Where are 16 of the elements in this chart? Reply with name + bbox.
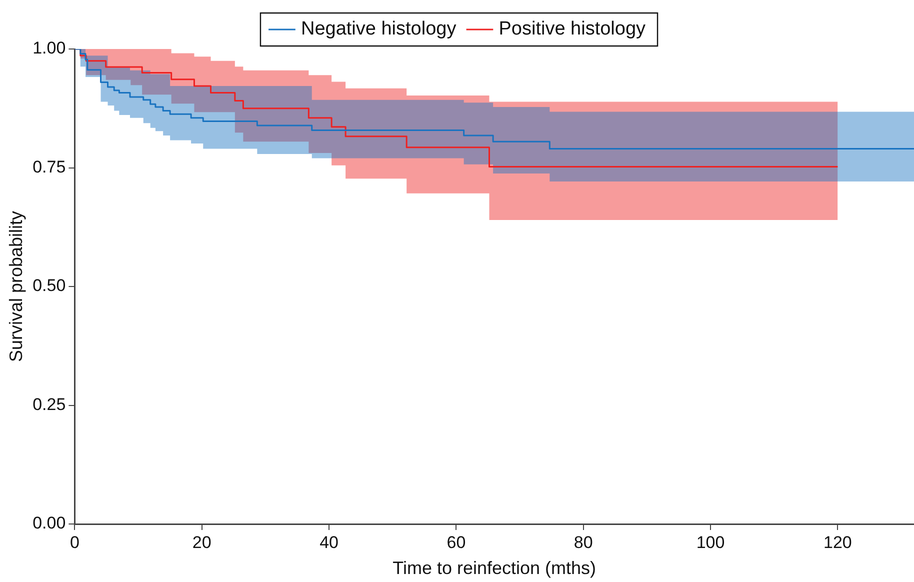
- x-tick-label: 40: [320, 532, 338, 552]
- x-tick-label: 60: [446, 532, 466, 552]
- legend-label: Positive histology: [498, 18, 646, 40]
- y-tick-label: 0.75: [32, 157, 66, 176]
- y-axis-title: Survival probability: [6, 210, 26, 362]
- y-tick-label: 0.50: [32, 276, 66, 296]
- x-tick-label: 100: [696, 532, 725, 552]
- x-tick-label: 120: [824, 532, 852, 552]
- x-tick-label: 80: [574, 532, 593, 552]
- y-tick-label: 0.25: [32, 394, 66, 414]
- x-axis-title: Time to reinfection (mths): [392, 558, 596, 578]
- x-tick-label: 20: [192, 532, 212, 552]
- legend-label: Negative histology: [300, 18, 457, 40]
- y-tick-label: 0.00: [32, 514, 66, 533]
- y-tick-label: 1.00: [32, 38, 66, 58]
- x-tick-label: 0: [70, 532, 80, 552]
